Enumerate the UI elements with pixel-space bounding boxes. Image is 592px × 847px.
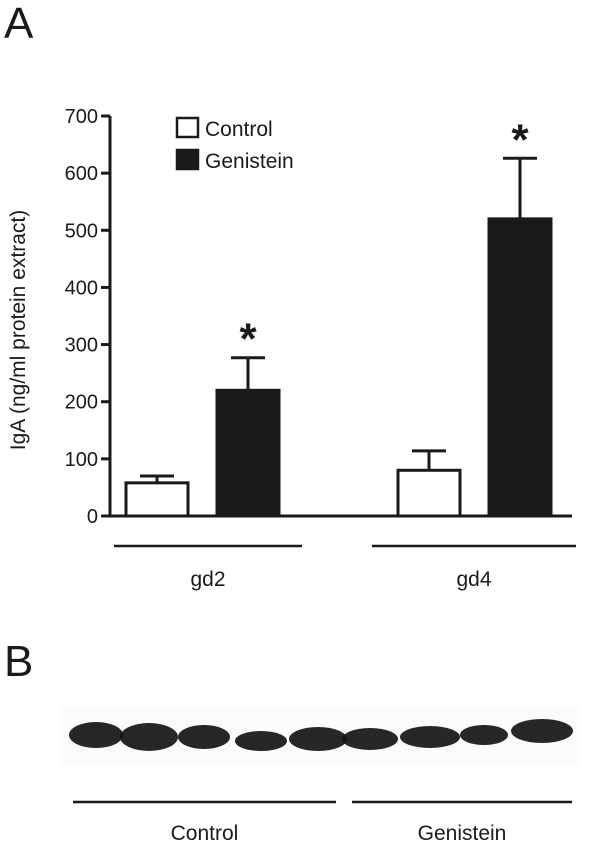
y-tick-label: 700 [65, 106, 98, 128]
legend-label-genistein: Genistein [205, 150, 294, 173]
bar-control-gd4 [396, 468, 462, 518]
chart-bars: ** [124, 115, 553, 518]
bar-genistein-gd4 [487, 217, 553, 518]
blot-band [400, 726, 460, 748]
x-category-label: gd4 [456, 568, 491, 591]
blot-band [120, 723, 178, 751]
x-category-label: gd2 [190, 568, 225, 591]
blot-band [342, 728, 398, 750]
significance-marker: * [239, 315, 257, 364]
blot-band [69, 722, 123, 748]
significance-marker: * [511, 115, 529, 164]
bar-control-gd2 [124, 481, 190, 518]
panel-a-label: A [4, 0, 34, 48]
blot-band [235, 731, 287, 751]
y-tick-label: 300 [65, 335, 98, 357]
chart-category-groups: gd2 gd4 [114, 544, 576, 591]
blot-band [460, 725, 508, 745]
legend-label-control: Control [205, 118, 273, 141]
y-tick-label: 0 [87, 506, 98, 528]
blot-band [178, 725, 230, 749]
y-tick-label: 100 [65, 449, 98, 471]
y-tick-label: 200 [65, 392, 98, 414]
legend-swatch-genistein [175, 148, 200, 171]
chart-legend: Control Genistein [175, 116, 294, 173]
y-axis-label: IgA (ng/ml protein extract) [7, 210, 30, 450]
y-tick-label: 400 [65, 277, 98, 299]
blot-band [511, 719, 573, 743]
panel-b-label: B [4, 637, 33, 686]
bar-genistein-gd2 [215, 388, 281, 518]
western-blot: Control Genistein [60, 706, 580, 845]
y-tick-label: 500 [65, 220, 98, 242]
blot-band [289, 727, 347, 751]
legend-swatch-control [175, 116, 200, 139]
blot-group-label: Genistein [418, 822, 507, 842]
y-tick-label: 600 [65, 163, 98, 185]
blot-group-label: Control [171, 822, 239, 842]
